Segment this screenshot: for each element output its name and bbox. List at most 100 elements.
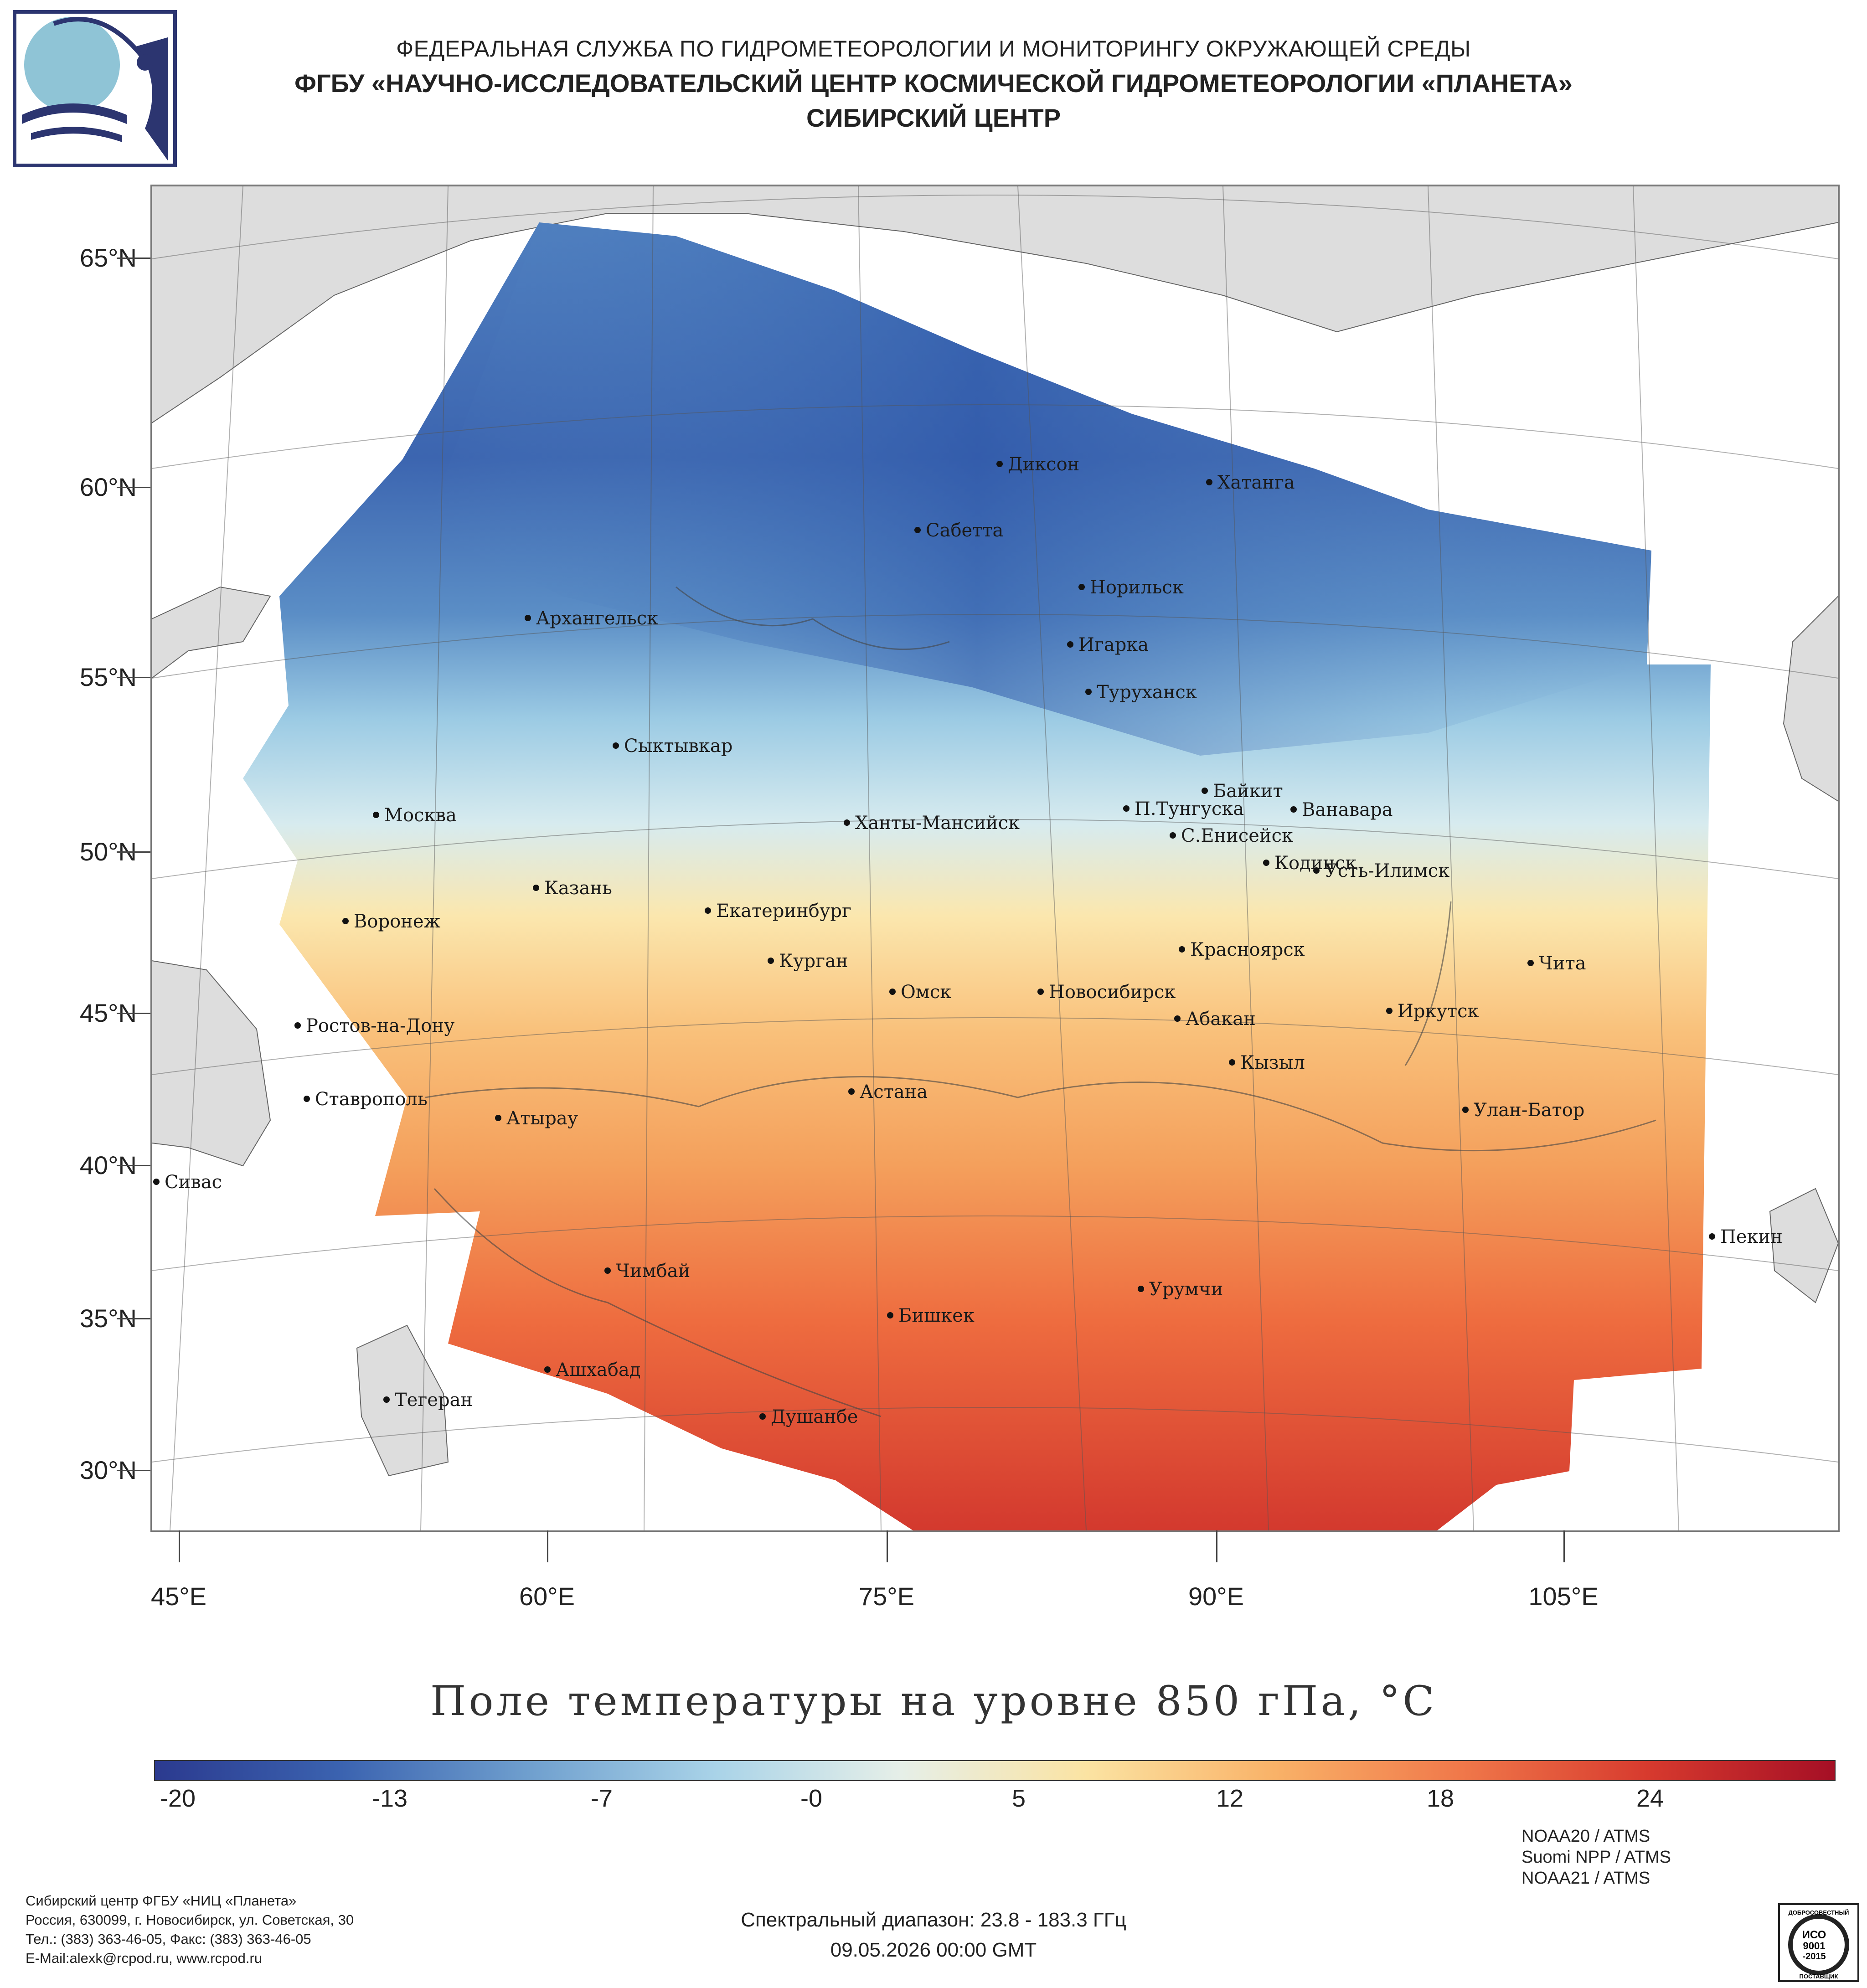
header-institution: ФГБУ «НАУЧНО-ИССЛЕДОВАТЕЛЬСКИЙ ЦЕНТР КОС… — [294, 69, 1573, 98]
city-dot — [525, 615, 531, 621]
city-label: Улан-Батор — [1474, 1100, 1584, 1121]
longitude-tick — [547, 1530, 548, 1562]
city-dot — [1123, 805, 1129, 812]
city-dot — [373, 812, 379, 818]
city-label: Ханты-Мансийск — [855, 813, 1020, 834]
satellite-item: NOAA20 / ATMS — [1521, 1827, 1650, 1846]
city-marker: Омск — [889, 982, 951, 1003]
city-marker: Екатеринбург — [705, 901, 851, 922]
longitude-label: 45°E — [150, 1582, 207, 1611]
colorbar-label: 18 — [1426, 1785, 1454, 1812]
datetime: 09.05.2026 00:00 GMT — [830, 1939, 1037, 1961]
planeta-logo-icon — [13, 10, 177, 167]
city-label: Екатеринбург — [716, 901, 851, 922]
colorbar-label: -7 — [590, 1785, 613, 1812]
city-marker: Байкит — [1202, 781, 1283, 802]
colorbar-label: 12 — [1216, 1785, 1244, 1812]
longitude-tick — [179, 1530, 180, 1562]
city-dot — [383, 1396, 390, 1403]
city-marker: Сыктывкар — [613, 736, 732, 757]
city-marker: С.Енисейск — [1170, 825, 1293, 846]
city-label: Сыктывкар — [624, 736, 732, 757]
address-line: E-Mail:alexk@rcpod.ru, www.rcpod.ru — [26, 1950, 263, 1966]
longitude-label: 60°E — [519, 1582, 575, 1611]
city-dot — [844, 819, 850, 826]
longitude-tick — [1216, 1530, 1217, 1562]
iso-badge-icon: ДОБРОСОВЕСТНЫЙ ИСО 9001 -2015 ПОСТАВЩИК — [1778, 1903, 1859, 1982]
city-marker: Сабетта — [914, 520, 1003, 541]
city-label: Казань — [544, 878, 612, 899]
city-dot — [342, 918, 349, 924]
city-label: Норильск — [1090, 577, 1184, 598]
city-marker: Атырау — [495, 1108, 578, 1129]
city-label: П.Тунгуска — [1135, 798, 1244, 819]
city-marker: Архангельск — [525, 608, 658, 629]
city-label: Сабетта — [926, 520, 1003, 541]
header-center: СИБИРСКИЙ ЦЕНТР — [806, 103, 1061, 132]
iso-number: 9001 — [1803, 1940, 1826, 1952]
latitude-tick — [117, 851, 150, 853]
city-dot — [613, 742, 619, 749]
address-line: Тел.: (383) 363-46-05, Факс: (383) 363-4… — [26, 1931, 311, 1947]
city-marker: Душанбе — [759, 1406, 858, 1427]
city-dot — [544, 1366, 551, 1373]
colorbar-label: 24 — [1636, 1785, 1664, 1812]
city-dot — [1709, 1233, 1715, 1240]
cold-core — [425, 222, 1651, 756]
landmass-grey — [152, 186, 1838, 1477]
city-dot — [1037, 989, 1044, 995]
city-label: Архангельск — [536, 608, 658, 629]
city-marker: Чимбай — [604, 1261, 690, 1282]
city-label: Омск — [901, 982, 951, 1003]
city-label: Байкит — [1213, 781, 1283, 802]
city-label: Игарка — [1078, 634, 1149, 655]
city-dot — [495, 1115, 501, 1121]
city-dot — [996, 461, 1003, 467]
satellite-item: NOAA21 / ATMS — [1521, 1869, 1650, 1888]
city-label: Ставрополь — [315, 1089, 428, 1110]
city-label: Курган — [779, 951, 848, 972]
city-dot — [768, 958, 774, 964]
city-marker: Хатанга — [1206, 472, 1295, 493]
city-marker: Улан-Батор — [1462, 1100, 1584, 1121]
colorbar-label: -20 — [160, 1785, 196, 1812]
city-marker: Урумчи — [1138, 1279, 1223, 1300]
city-marker: Астана — [848, 1082, 928, 1102]
city-marker: Ростов-на-Дону — [294, 1015, 455, 1036]
city-marker: Туруханск — [1085, 682, 1197, 703]
city-marker: Усть-Илимск — [1313, 860, 1449, 881]
iso-year: -2015 — [1802, 1952, 1826, 1962]
city-label: Астана — [860, 1082, 928, 1102]
spectral-range: Спектральный диапазон: 23.8 - 183.3 ГГц — [741, 1909, 1126, 1931]
city-label: Пекин — [1720, 1226, 1783, 1247]
city-label: Бишкек — [898, 1305, 975, 1326]
city-label: Сивас — [165, 1172, 222, 1193]
latitude-tick — [117, 1165, 150, 1166]
city-dot — [1078, 584, 1085, 590]
city-label: Москва — [384, 805, 457, 826]
city-dot — [1527, 960, 1534, 966]
city-label: Диксон — [1008, 454, 1079, 475]
map-canvas: Диксон Хатанга Сабетта Норильск Архангельск И… — [152, 186, 1838, 1530]
longitude-tick — [887, 1530, 888, 1562]
city-marker: Абакан — [1174, 1009, 1256, 1030]
city-dot — [153, 1179, 160, 1185]
city-dot — [1170, 832, 1176, 839]
city-label: Ростов-на-Дону — [306, 1015, 455, 1036]
city-label: Кызыл — [1240, 1052, 1305, 1073]
city-marker: Курган — [768, 951, 848, 972]
city-marker: Ашхабад — [544, 1360, 640, 1380]
city-label: Хатанга — [1217, 472, 1295, 493]
satellite-list: NOAA20 / ATMS Suomi NPP / ATMS NOAA21 / … — [1521, 1826, 1671, 1889]
graticule — [152, 186, 1838, 1530]
city-dot — [1067, 641, 1073, 648]
city-marker: Чита — [1527, 953, 1586, 974]
iso-bottom-text: ПОСТАВЩИК — [1800, 1973, 1838, 1980]
latitude-tick — [117, 258, 150, 259]
city-marker: Ванавара — [1290, 799, 1393, 820]
city-dot — [1206, 479, 1212, 485]
city-dot — [889, 989, 896, 995]
city-layer: Диксон Хатанга Сабетта Норильск Архангельск И… — [153, 454, 1783, 1427]
city-marker: Сивас — [153, 1172, 222, 1193]
longitude-label: 75°E — [858, 1582, 915, 1611]
